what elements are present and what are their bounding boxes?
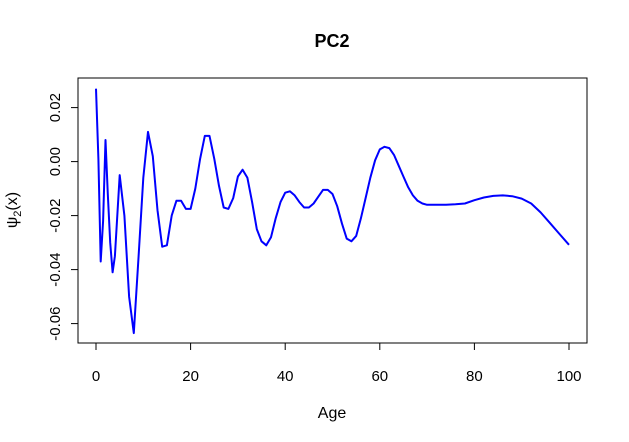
y-axis: 0.02 0.00 -0.02 -0.04 -0.06 xyxy=(47,93,79,341)
plot-frame xyxy=(77,77,588,344)
chart-title: PC2 xyxy=(314,31,349,51)
x-tick-label: 60 xyxy=(371,368,388,385)
x-tick-label: 0 xyxy=(92,368,100,385)
y-axis-label-arg: (x) xyxy=(4,192,21,211)
x-tick-label: 20 xyxy=(182,368,199,385)
y-tick-label: -0.02 xyxy=(47,198,64,232)
series-points xyxy=(95,88,570,334)
y-tick-label: 0.02 xyxy=(47,93,64,122)
x-tick-label: 80 xyxy=(466,368,483,385)
y-axis-label-subscript: 2 xyxy=(12,211,24,217)
y-tick-label: -0.04 xyxy=(47,252,64,286)
x-tick-label: 40 xyxy=(277,368,294,385)
series-line-pc2 xyxy=(95,88,570,335)
y-axis-label: ψ2(x) xyxy=(4,192,24,228)
x-tick-label: 100 xyxy=(556,368,581,385)
x-axis: 0 20 40 60 80 100 xyxy=(92,342,582,385)
x-axis-label: Age xyxy=(318,405,347,422)
y-axis-label-symbol: ψ xyxy=(4,217,21,228)
y-tick-label: -0.06 xyxy=(47,306,64,340)
y-tick-label: 0.00 xyxy=(47,147,64,176)
